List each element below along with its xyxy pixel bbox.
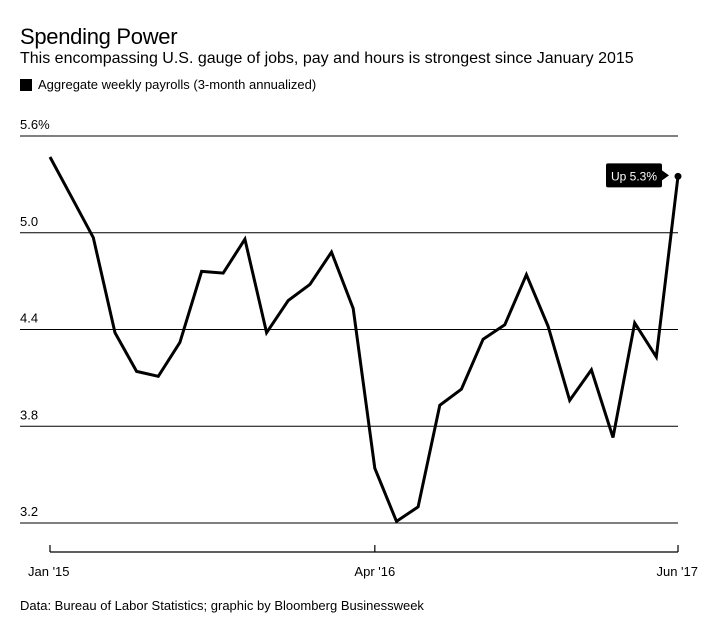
end-point-marker [674,172,682,180]
y-tick-label: 3.2 [20,504,38,519]
annotation-box [606,163,662,188]
legend-swatch [20,78,32,91]
chart-subtitle: This encompassing U.S. gauge of jobs, pa… [20,50,634,67]
legend-label: Aggregate weekly payrolls (3-month annua… [38,77,317,92]
chart-title: Spending Power [20,24,178,49]
x-tick-label: Apr '16 [354,564,395,579]
series-line [48,156,680,524]
y-tick-label: 5.0 [20,214,38,229]
y-tick-label: 4.4 [20,311,38,326]
annotation-label: Up 5.3% [611,169,657,183]
x-tick-label: Jun '17 [656,564,698,579]
source-note: Data: Bureau of Labor Statistics; graphi… [20,598,424,613]
y-tick-label: 3.8 [20,407,38,422]
y-tick-label: 5.6% [20,117,50,132]
annotation-pointer [662,170,669,181]
x-tick-label: Jan '15 [28,564,70,579]
legend: Aggregate weekly payrolls (3-month annua… [20,77,316,92]
